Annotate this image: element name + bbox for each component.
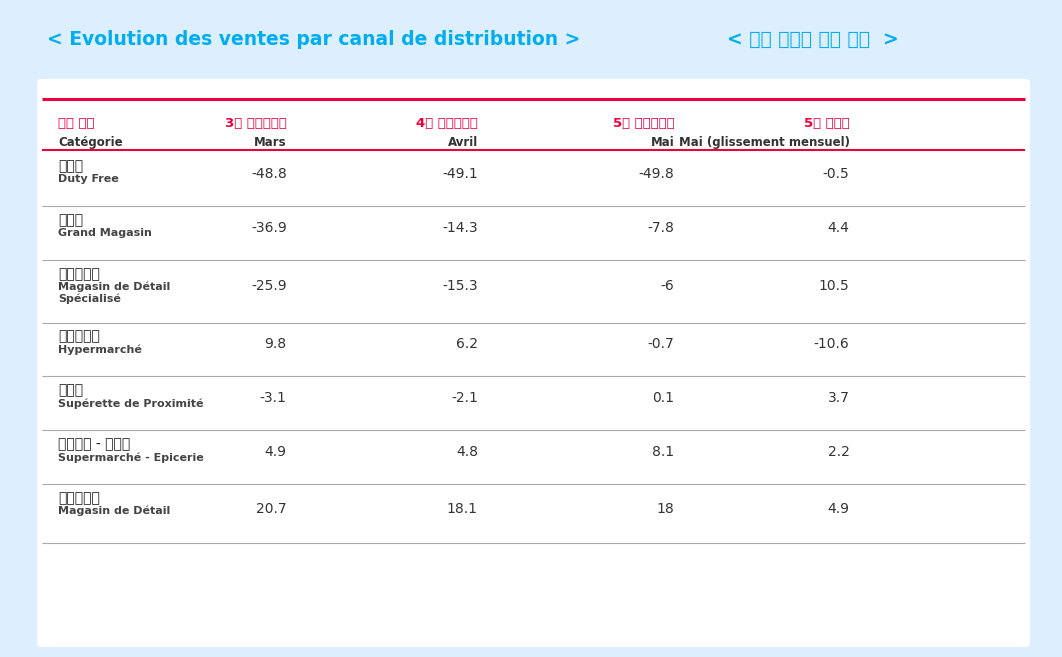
Text: Mai (glissement mensuel): Mai (glissement mensuel) bbox=[679, 136, 850, 149]
Text: Catégorie: Catégorie bbox=[58, 136, 123, 149]
Text: 5월 전월비: 5월 전월비 bbox=[804, 117, 850, 130]
Text: Magasin de Détail: Magasin de Détail bbox=[58, 506, 171, 516]
Text: 4.9: 4.9 bbox=[827, 501, 850, 516]
Text: Hypermarché: Hypermarché bbox=[58, 344, 142, 355]
Text: < Evolution des ventes par canal de distribution >: < Evolution des ventes par canal de dist… bbox=[47, 30, 580, 49]
Text: < 유통 채널별 매출 변화  >: < 유통 채널별 매출 변화 > bbox=[726, 30, 898, 49]
Text: 3월 전년동월비: 3월 전년동월비 bbox=[225, 117, 287, 130]
Text: -14.3: -14.3 bbox=[442, 221, 478, 235]
Text: -49.8: -49.8 bbox=[638, 167, 674, 181]
Text: 슈퍼마켓 - 잡화점: 슈퍼마켓 - 잡화점 bbox=[58, 437, 131, 451]
Text: 8.1: 8.1 bbox=[652, 445, 674, 459]
Text: 4월 전년동월비: 4월 전년동월비 bbox=[416, 117, 478, 130]
Text: 3.7: 3.7 bbox=[827, 391, 850, 405]
Text: Avril: Avril bbox=[448, 136, 478, 149]
Text: 5월 전년동월비: 5월 전년동월비 bbox=[613, 117, 674, 130]
Text: -10.6: -10.6 bbox=[813, 337, 850, 351]
Text: -49.1: -49.1 bbox=[442, 167, 478, 181]
Text: -6: -6 bbox=[661, 279, 674, 293]
Text: 0.1: 0.1 bbox=[652, 391, 674, 405]
Text: -3.1: -3.1 bbox=[260, 391, 287, 405]
Text: -15.3: -15.3 bbox=[442, 279, 478, 293]
Text: -0.7: -0.7 bbox=[648, 337, 674, 351]
Text: 9.8: 9.8 bbox=[264, 337, 287, 351]
Text: Supermarché - Epicerie: Supermarché - Epicerie bbox=[58, 452, 204, 463]
Text: -48.8: -48.8 bbox=[251, 167, 287, 181]
Text: 전무소매점: 전무소매점 bbox=[58, 267, 100, 281]
Text: -7.8: -7.8 bbox=[648, 221, 674, 235]
Text: 무점포소매: 무점포소매 bbox=[58, 491, 100, 505]
Text: 2.2: 2.2 bbox=[827, 445, 850, 459]
Text: 18.1: 18.1 bbox=[447, 501, 478, 516]
Text: 편의점: 편의점 bbox=[58, 383, 84, 397]
Text: -0.5: -0.5 bbox=[823, 167, 850, 181]
Text: -36.9: -36.9 bbox=[251, 221, 287, 235]
Text: -2.1: -2.1 bbox=[451, 391, 478, 405]
Text: 백화점: 백화점 bbox=[58, 213, 84, 227]
Text: Grand Magasin: Grand Magasin bbox=[58, 228, 152, 238]
Text: Duty Free: Duty Free bbox=[58, 174, 119, 184]
Text: 10.5: 10.5 bbox=[819, 279, 850, 293]
Text: 6.2: 6.2 bbox=[456, 337, 478, 351]
Text: 4.8: 4.8 bbox=[456, 445, 478, 459]
Text: 면세점: 면세점 bbox=[58, 159, 84, 173]
Text: -25.9: -25.9 bbox=[251, 279, 287, 293]
Text: 18: 18 bbox=[656, 501, 674, 516]
Text: Spécialisé: Spécialisé bbox=[58, 294, 121, 304]
Text: 4.4: 4.4 bbox=[827, 221, 850, 235]
Text: Mai: Mai bbox=[651, 136, 674, 149]
Text: Magasin de Détail: Magasin de Détail bbox=[58, 282, 171, 292]
Text: 대형포소매: 대형포소매 bbox=[58, 329, 100, 343]
Text: Mars: Mars bbox=[254, 136, 287, 149]
Text: 20.7: 20.7 bbox=[256, 501, 287, 516]
Text: Supérette de Proximité: Supérette de Proximité bbox=[58, 398, 204, 409]
Text: 어태 구분: 어태 구분 bbox=[58, 117, 95, 130]
Text: 4.9: 4.9 bbox=[264, 445, 287, 459]
